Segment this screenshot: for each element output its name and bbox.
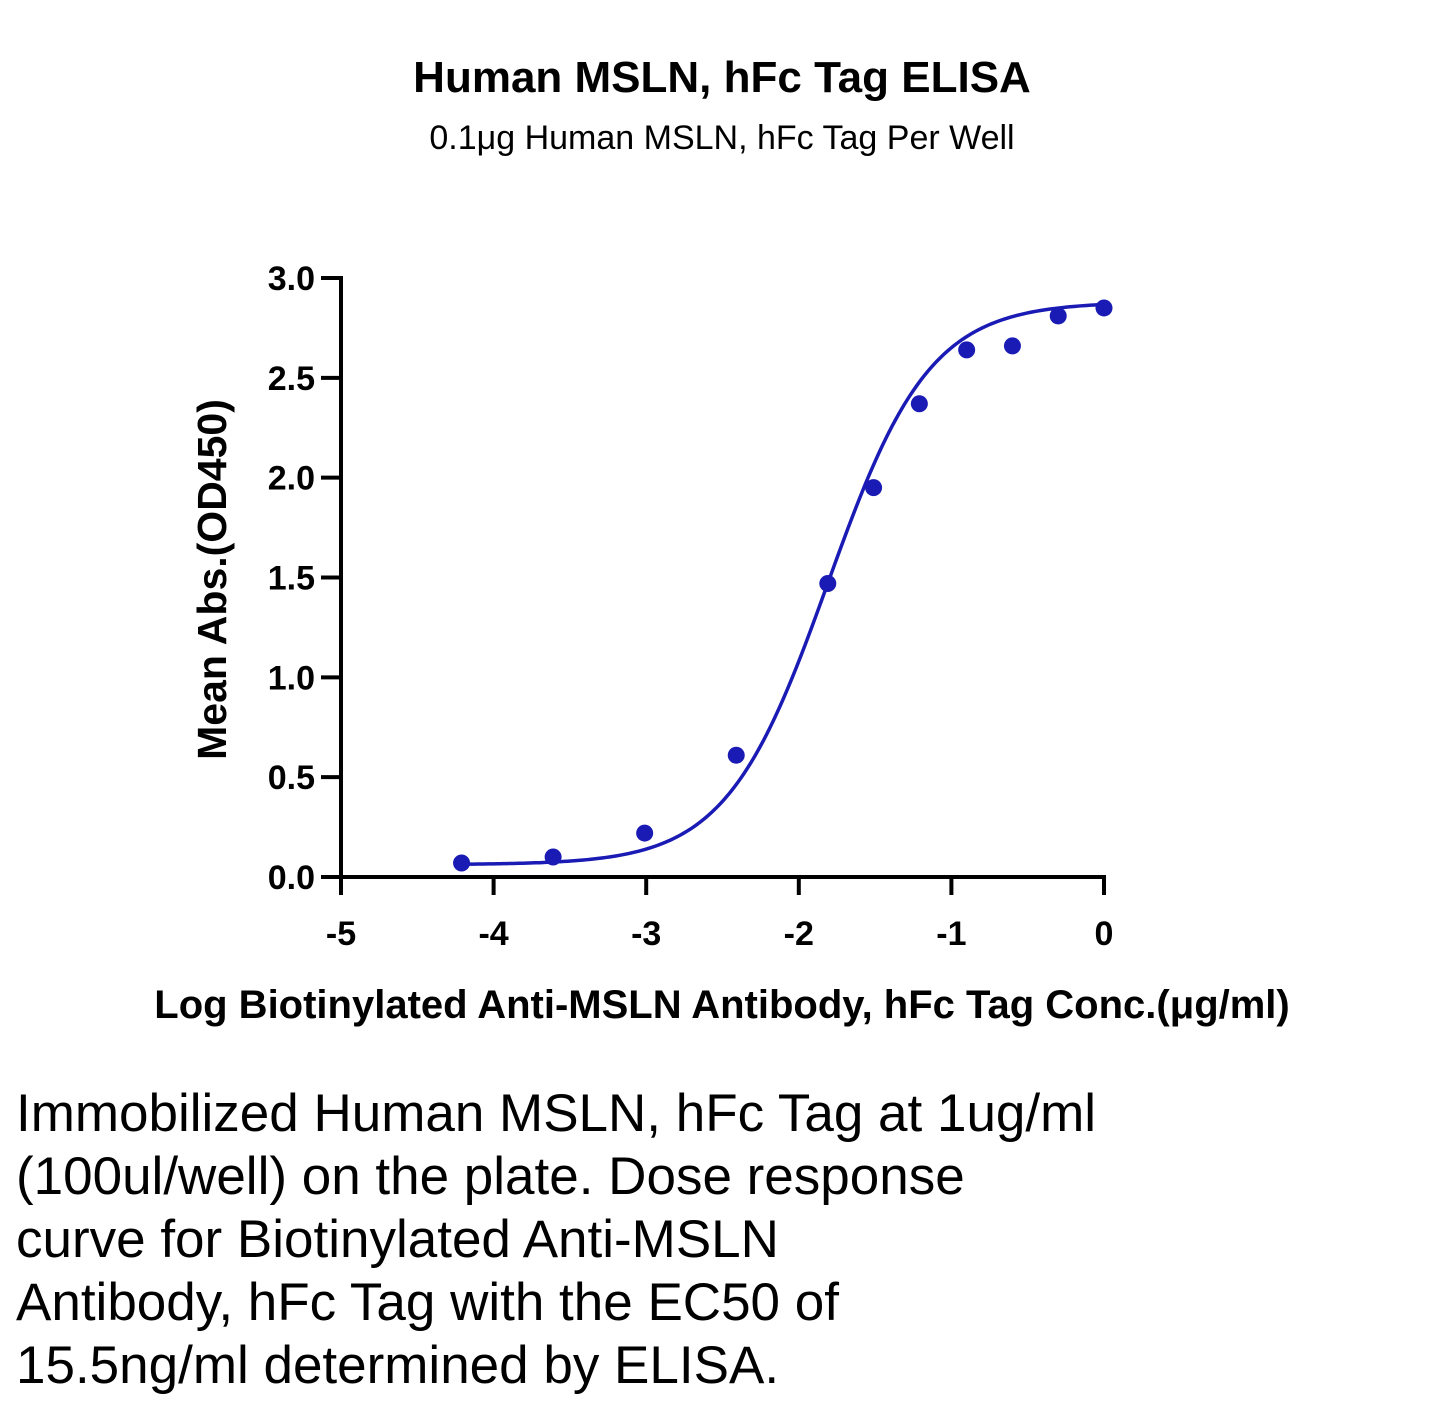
chart-title: Human MSLN, hFc Tag ELISA — [413, 53, 1031, 102]
y-tick-label: 0.5 — [268, 759, 315, 797]
y-tick-label: 1.0 — [268, 659, 315, 697]
data-point — [544, 848, 562, 866]
x-tick-label: -4 — [478, 915, 508, 953]
x-tick-label: -2 — [784, 915, 814, 953]
data-points — [453, 299, 1113, 872]
figure-caption: Immobilized Human MSLN, hFc Tag at 1ug/m… — [16, 1082, 1416, 1397]
x-axis-ticks: -5 -4 -3 -2 -1 0 — [326, 877, 1114, 953]
x-tick-label: 0 — [1095, 915, 1114, 953]
caption-line: curve for Biotinylated Anti-MSLN — [16, 1210, 779, 1269]
caption-line: (100ul/well) on the plate. Dose response — [16, 1147, 965, 1206]
data-point — [636, 824, 654, 842]
x-tick-label: -3 — [631, 915, 661, 953]
fit-curve — [461, 302, 1105, 866]
chart-subtitle: 0.1μg Human MSLN, hFc Tag Per Well — [429, 119, 1015, 157]
y-tick-label: 3.0 — [268, 260, 315, 298]
data-point — [958, 341, 976, 359]
y-tick-label: 0.0 — [268, 859, 315, 897]
x-axis-label: Log Biotinylated Anti-MSLN Antibody, hFc… — [154, 983, 1289, 1027]
x-tick-label: -5 — [326, 915, 356, 953]
caption-line: Immobilized Human MSLN, hFc Tag at 1ug/m… — [16, 1084, 1097, 1143]
caption-line: Antibody, hFc Tag with the EC50 of — [16, 1273, 839, 1332]
data-point — [819, 574, 837, 592]
data-point — [865, 479, 883, 497]
caption-line: 15.5ng/ml determined by ELISA. — [16, 1336, 780, 1395]
data-point — [1049, 307, 1067, 325]
data-point — [727, 746, 745, 764]
y-tick-label: 2.5 — [268, 360, 315, 398]
data-point — [910, 395, 928, 413]
y-tick-label: 2.0 — [268, 460, 315, 498]
elisa-chart: 0.0 0.5 1.0 1.5 2.0 2.5 3.0 -5 -4 -3 -2 -1 0 Mean A… — [154, 260, 1289, 1027]
y-axis-ticks: 0.0 0.5 1.0 1.5 2.0 2.5 3.0 — [268, 260, 341, 897]
data-point — [453, 854, 471, 872]
x-tick-label: -1 — [936, 915, 966, 953]
data-point — [1095, 299, 1113, 317]
y-tick-label: 1.5 — [268, 560, 315, 598]
data-point — [1003, 337, 1021, 355]
y-axis-label: Mean Abs.(OD450) — [189, 399, 235, 760]
